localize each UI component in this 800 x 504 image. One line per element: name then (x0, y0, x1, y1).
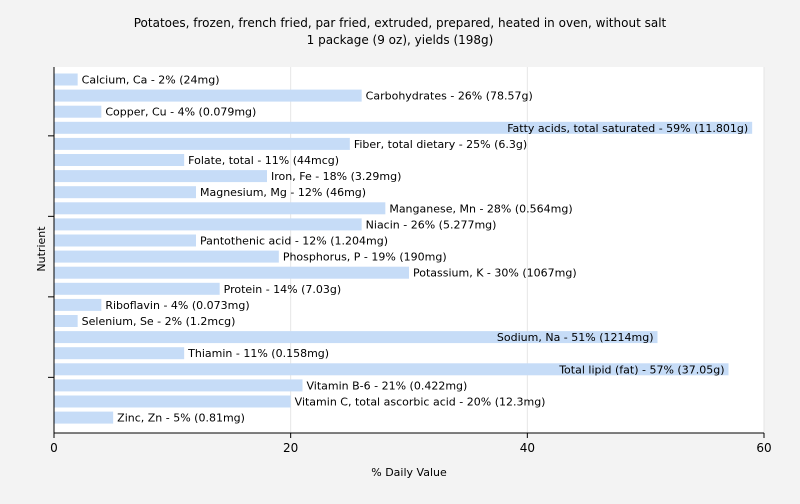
bar-label: Vitamin C, total ascorbic acid - 20% (12… (295, 396, 546, 409)
chart-subtitle: 1 package (9 oz), yields (198g) (307, 33, 494, 47)
bar (54, 395, 291, 408)
bar-label: Calcium, Ca - 2% (24mg) (82, 74, 220, 87)
bar (54, 282, 220, 295)
bar-label: Total lipid (fat) - 57% (37.05g) (558, 363, 724, 376)
bar-label: Riboflavin - 4% (0.073mg) (105, 299, 249, 312)
bar-label: Pantothenic acid - 12% (1.204mg) (200, 235, 388, 248)
bar-label: Zinc, Zn - 5% (0.81mg) (117, 412, 245, 425)
bar-label: Potassium, K - 30% (1067mg) (413, 267, 577, 280)
x-tick-label: 20 (283, 441, 298, 455)
bar-label: Magnesium, Mg - 12% (46mg) (200, 186, 366, 199)
bar (54, 250, 279, 263)
bar (54, 121, 753, 134)
bar (54, 363, 729, 376)
bar-label: Vitamin B-6 - 21% (0.422mg) (307, 379, 468, 392)
bar-label: Iron, Fe - 18% (3.29mg) (271, 170, 401, 183)
bar-label: Copper, Cu - 4% (0.079mg) (105, 106, 256, 119)
bar (54, 347, 185, 360)
bar (54, 186, 196, 199)
bar (54, 170, 267, 183)
bar-label: Thiamin - 11% (0.158mg) (187, 347, 329, 360)
bar-label: Niacin - 26% (5.277mg) (366, 218, 497, 231)
bar-labels: Calcium, Ca - 2% (24mg) Carbohydrates - 2… (82, 74, 749, 425)
bar-label: Fatty acids, total saturated - 59% (11.8… (507, 122, 748, 135)
bar-label: Selenium, Se - 2% (1.2mcg) (82, 315, 236, 328)
x-tick-label: 0 (50, 441, 58, 455)
bar-label: Carbohydrates - 26% (78.57g) (366, 90, 533, 103)
axes: 0 20 40 60 (48, 67, 772, 455)
x-axis-label: % Daily Value (371, 466, 447, 479)
bar (54, 266, 409, 279)
bar (54, 298, 102, 311)
bar (54, 137, 350, 150)
bar (54, 73, 78, 86)
chart-title: Potatoes, frozen, french fried, par frie… (134, 16, 667, 30)
bar (54, 411, 114, 424)
bar (54, 154, 185, 166)
bar (54, 89, 362, 102)
bar (54, 105, 102, 118)
x-tick-label: 40 (520, 441, 535, 455)
bar (54, 218, 362, 231)
bar-label: Fiber, total dietary - 25% (6.3g) (354, 138, 527, 151)
bar-label: Manganese, Mn - 28% (0.564mg) (389, 202, 572, 215)
bar (54, 202, 386, 215)
bar (54, 234, 196, 247)
bar-label: Phosphorus, P - 19% (190mg) (283, 251, 447, 264)
bar-label: Sodium, Na - 51% (1214mg) (497, 331, 654, 344)
bar (54, 379, 303, 392)
bar (54, 315, 78, 327)
x-tick-label: 60 (756, 441, 771, 455)
bar (54, 331, 658, 344)
bars (54, 73, 753, 424)
bar-label: Protein - 14% (7.03g) (224, 283, 342, 296)
bar-label: Folate, total - 11% (44mcg) (188, 154, 339, 167)
y-axis-label: Nutrient (35, 226, 48, 272)
